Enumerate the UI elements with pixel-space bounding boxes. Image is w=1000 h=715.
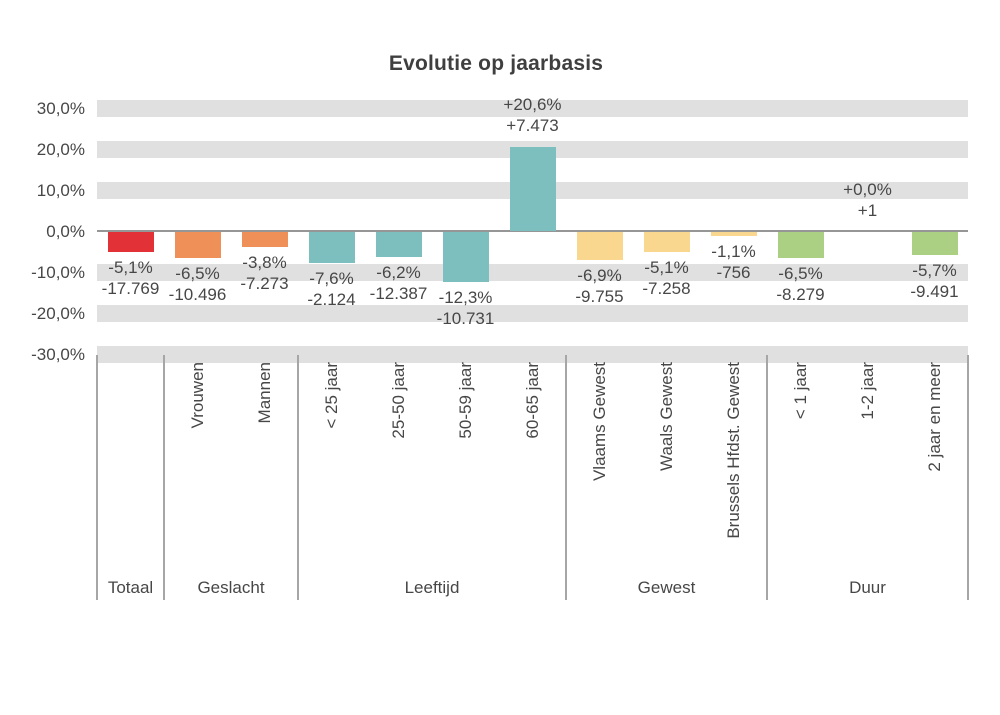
group-divider-line bbox=[96, 355, 98, 600]
category-label: Vrouwen bbox=[183, 362, 213, 594]
y-tick-label: 10,0% bbox=[36, 180, 85, 200]
bar-waals-gewest bbox=[643, 231, 690, 253]
bar-value-label: -5,1% -7.258 bbox=[597, 257, 737, 299]
group-divider-line bbox=[297, 355, 299, 600]
category-label-text: 50-59 jaar bbox=[455, 362, 475, 439]
bar-pct-label: +0,0% bbox=[843, 179, 892, 199]
category-label-text: Mannen bbox=[254, 362, 274, 424]
bar-abs-label: -7.258 bbox=[642, 279, 691, 299]
y-tick-label: 20,0% bbox=[36, 139, 85, 159]
category-label: < 1 jaar bbox=[786, 362, 816, 594]
bar-pct-label: +20,6% bbox=[503, 95, 562, 115]
category-label-text: 60-65 jaar bbox=[522, 362, 542, 439]
category-label-text: < 25 jaar bbox=[321, 362, 341, 429]
group-label: Totaal bbox=[107, 578, 154, 597]
bar-value-label: -5,1% -17.769 bbox=[61, 257, 201, 299]
bar-abs-label: -9.755 bbox=[575, 286, 624, 306]
bar-pct-label: -6,5% bbox=[778, 264, 823, 284]
group-label: Geslacht bbox=[197, 578, 265, 597]
bar-abs-label: +1 bbox=[857, 200, 878, 220]
bar-mannen bbox=[241, 231, 288, 248]
bar-vlaams-gewest bbox=[576, 231, 623, 260]
category-label-text: Vrouwen bbox=[187, 362, 207, 429]
category-label: Vlaams Gewest bbox=[585, 362, 615, 594]
category-label: 1-2 jaar bbox=[853, 362, 883, 594]
bar-pct-label: -1,1% bbox=[711, 242, 756, 261]
category-label-text: Vlaams Gewest bbox=[589, 362, 609, 482]
bar-value-label: -12,3% -10.731 bbox=[396, 287, 536, 329]
bar-value-label: -6,5% -10.496 bbox=[128, 263, 268, 305]
category-label: 2 jaar en meer bbox=[920, 362, 950, 594]
bar-value-label: -5,7% -9.491 bbox=[865, 260, 1000, 302]
group-label: Gewest bbox=[637, 578, 696, 597]
category-label: < 25 jaar bbox=[317, 362, 347, 594]
gridline-band bbox=[97, 100, 968, 117]
category-label: Brussels Hfdst. Gewest bbox=[719, 362, 749, 594]
bar-abs-label: -10.496 bbox=[168, 285, 227, 305]
y-tick-label: 30,0% bbox=[36, 98, 85, 118]
y-tick-label: -20,0% bbox=[31, 303, 85, 323]
category-label-text: Waals Gewest bbox=[656, 362, 676, 471]
bar-value-label: -6,9% -9.755 bbox=[530, 265, 670, 307]
group-label: Leeftijd bbox=[404, 578, 460, 597]
y-tick-label: 0,0% bbox=[46, 221, 85, 241]
y-tick-label: -30,0% bbox=[31, 344, 85, 364]
bar-value-label: -3,8% -7.273 bbox=[195, 252, 335, 294]
bar-abs-label: -756 bbox=[716, 263, 751, 282]
bar-25-50-jaar bbox=[375, 231, 422, 257]
bar-value-label: -1,1% -756 bbox=[664, 241, 804, 283]
category-label-text: 2 jaar en meer bbox=[924, 362, 944, 472]
bar-pct-label: -6,2% bbox=[376, 262, 421, 282]
category-label-text: < 1 jaar bbox=[790, 362, 810, 420]
gridline-band bbox=[97, 305, 968, 322]
bar--1-jaar bbox=[777, 231, 824, 259]
category-label: 50-59 jaar bbox=[451, 362, 481, 594]
category-label-text: 1-2 jaar bbox=[857, 362, 877, 420]
group-label: Duur bbox=[849, 578, 886, 597]
category-label: 25-50 jaar bbox=[384, 362, 414, 594]
group-divider-line bbox=[967, 355, 969, 600]
bar-pct-label: -12,3% bbox=[438, 287, 493, 307]
bar-abs-label: -8.279 bbox=[776, 285, 825, 305]
bar-totaal bbox=[107, 231, 154, 253]
bar-pct-label: -5,1% bbox=[108, 258, 153, 278]
category-label: Mannen bbox=[250, 362, 280, 594]
bar-pct-label: -6,9% bbox=[577, 265, 622, 285]
category-label-text: Brussels Hfdst. Gewest bbox=[723, 362, 743, 539]
bar-abs-label: +7.473 bbox=[506, 116, 559, 136]
bar-pct-label: -5,7% bbox=[912, 260, 957, 280]
bar--25-jaar bbox=[308, 231, 355, 263]
bar-value-label: -6,5% -8.279 bbox=[731, 263, 871, 305]
bar-abs-label: -7.273 bbox=[240, 274, 289, 294]
group-divider-line bbox=[163, 355, 165, 600]
bar-2-jaar-en-meer bbox=[911, 231, 958, 255]
category-label: Waals Gewest bbox=[652, 362, 682, 594]
bar-vrouwen bbox=[174, 231, 221, 259]
bar-abs-label: -9.491 bbox=[910, 281, 959, 301]
bar-abs-label: -10.731 bbox=[436, 308, 495, 328]
gridline-band bbox=[97, 346, 968, 363]
bar-brussels-hfdst-gewest bbox=[710, 231, 757, 236]
bar-pct-label: -7,6% bbox=[309, 268, 354, 288]
category-label-text: 25-50 jaar bbox=[388, 362, 408, 439]
bar-value-label: +20,6% +7.473 bbox=[463, 94, 603, 136]
bar-abs-label: -12.387 bbox=[369, 283, 428, 303]
category-label: 60-65 jaar bbox=[518, 362, 548, 594]
bar-50-59-jaar bbox=[442, 231, 489, 282]
bar-pct-label: -6,5% bbox=[175, 264, 220, 284]
bar-60-65-jaar bbox=[509, 147, 556, 232]
gridline-band bbox=[97, 264, 968, 281]
bar-value-label: +0,0% +1 bbox=[798, 179, 938, 221]
group-divider-line bbox=[565, 355, 567, 600]
y-tick-label: -10,0% bbox=[31, 262, 85, 282]
group-divider-line bbox=[766, 355, 768, 600]
bar-abs-label: -17.769 bbox=[101, 279, 160, 299]
bar-value-label: -6,2% -12.387 bbox=[329, 262, 469, 304]
bar-pct-label: -3,8% bbox=[242, 253, 287, 273]
bar-value-label: -7,6% -2.124 bbox=[262, 268, 402, 310]
bar-pct-label: -5,1% bbox=[644, 258, 689, 278]
chart-title: Evolutie op jaarbasis bbox=[388, 52, 604, 75]
bar-abs-label: -2.124 bbox=[307, 289, 356, 309]
